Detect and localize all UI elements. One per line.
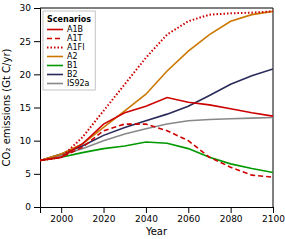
y-axis: 0 5 10 15 20 25 30 [20,3,41,212]
legend: ScenariosA1BA1TA1FIA2B1B2IS92a [43,11,95,90]
tick-label: 2100 [262,214,285,224]
legend-label: IS92a [67,79,90,88]
legend-item: B1 [47,61,78,70]
tick-mark [34,207,40,208]
tick: 10 [20,136,40,146]
legend-frame [43,11,95,90]
tick-label: 2020 [93,214,116,224]
legend-swatch [47,38,63,40]
tick-label: 0 [25,202,31,212]
series-line [40,11,273,160]
tick-mark [34,141,40,142]
axis-line [41,208,274,214]
x-axis-title: Year [145,226,168,237]
legend-item: IS92a [47,79,90,88]
legend-label: A1FI [67,43,85,52]
legend-swatch [47,47,63,49]
tick-label: 25 [20,37,31,47]
tick: 25 [20,37,40,47]
tick-label: 20 [20,70,32,80]
tick-mark [104,207,105,213]
legend-item: A1T [47,34,83,43]
legend-swatch [47,29,63,31]
legend-label: A2 [67,52,78,61]
chart: 2000 2020 2040 2060 2080 2100 0 5 10 15 20 25 30 Scen… [0,0,285,239]
tick-label: 2000 [50,214,73,224]
x-axis: 2000 2020 2040 2060 2080 2100 [41,207,285,224]
legend-item: B2 [47,70,78,79]
tick-mark [188,207,189,213]
tick: 2060 [177,207,200,224]
tick-mark [34,41,40,42]
series-line [40,11,273,160]
tick-mark [231,207,232,213]
tick-label: 15 [20,103,31,113]
legend-item: A1FI [47,43,85,52]
tick-label: 2060 [177,214,200,224]
tick: 2100 [262,207,285,224]
frame [40,8,273,9]
legend-label: B1 [67,61,78,70]
legend-swatch [47,56,63,58]
tick-mark [34,174,40,175]
legend-swatch [47,83,63,85]
legend-label: A1T [67,34,83,43]
lines [40,11,273,177]
tick: 20 [20,70,40,80]
tick-mark [273,207,274,213]
tick-mark [61,207,62,213]
tick: 2080 [220,207,243,224]
tick: 30 [20,3,40,13]
legend-label: B2 [67,70,78,79]
legend-label: A1B [67,25,83,34]
series-line [40,124,273,177]
tick-label: 10 [20,136,32,146]
tick: 2020 [93,207,116,224]
legend-swatch [47,74,63,76]
tick: 2000 [50,207,73,224]
tick-label: 2080 [220,214,243,224]
frame [273,8,274,207]
tick: 2040 [135,207,158,224]
tick-label: 2040 [135,214,158,224]
tick-mark [34,108,40,109]
tick-mark [34,8,40,9]
tick-label: 30 [20,3,32,13]
series-line [40,142,273,173]
tick: 15 [20,103,40,113]
tick-label: 5 [25,169,31,179]
axis-line [34,9,41,208]
series-line [40,98,273,161]
tick: 5 [25,169,40,179]
legend-item: A1B [47,25,83,34]
tick-mark [34,74,40,75]
plot: 2000 2020 2040 2060 2080 2100 0 5 10 15 20 25 30 Scen… [20,3,285,224]
tick: 0 [25,202,40,212]
y-axis-title: CO₂ emissions (Gt C/yr) [1,49,12,167]
legend-swatch [47,65,63,67]
legend-item: A2 [47,52,78,61]
legend-title: Scenarios [47,15,91,24]
tick-mark [146,207,147,213]
